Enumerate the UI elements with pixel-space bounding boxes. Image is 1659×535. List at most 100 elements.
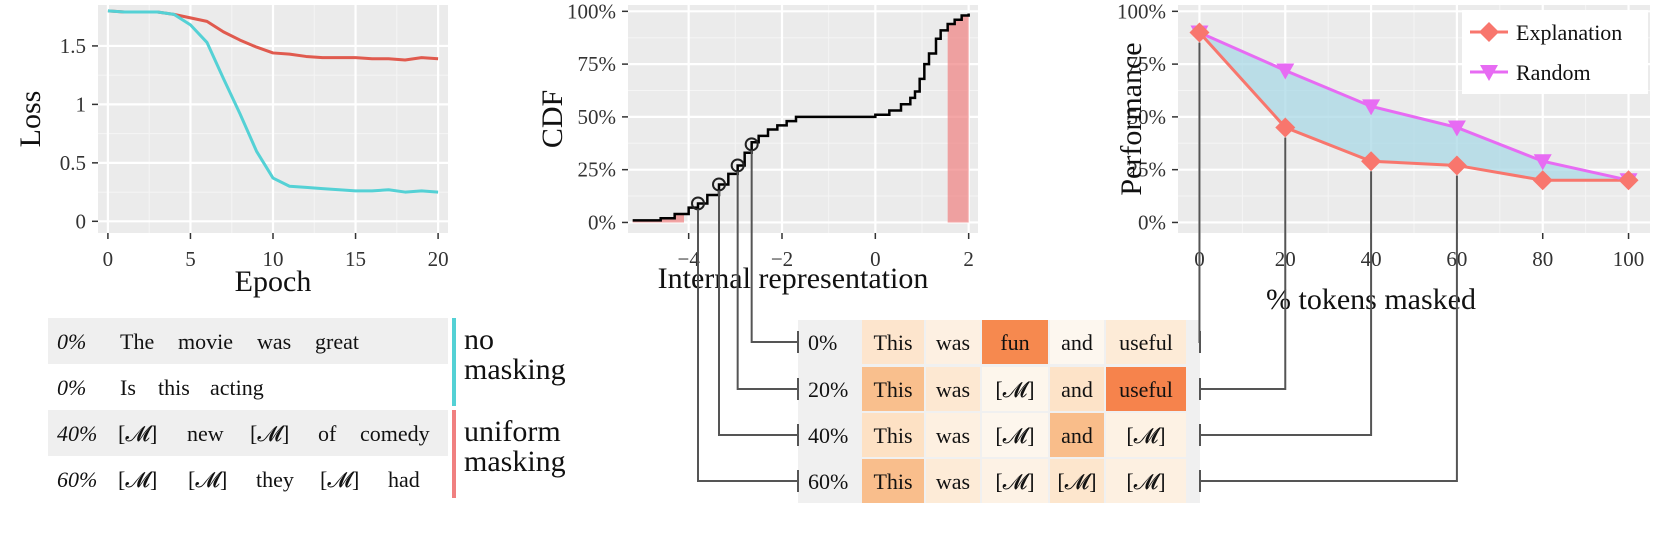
series-line-random (1198, 31, 1629, 182)
row-token: acting (210, 375, 264, 400)
row-token: This (873, 469, 912, 494)
connector-line (1200, 137, 1287, 390)
token-cell (862, 413, 924, 457)
table-row-shade (48, 410, 448, 456)
row-percent: 0% (808, 330, 837, 355)
x-tick-label: −4 (677, 247, 700, 271)
row-token: [𝓜] (995, 469, 1034, 494)
row-token: [𝓜] (1126, 469, 1165, 494)
row-token: fun (1000, 330, 1029, 355)
random-marker (1362, 99, 1381, 116)
row-token: This (873, 330, 912, 355)
row-token: great (315, 329, 359, 354)
cdf-step-line (632, 13, 970, 222)
y-tick-label: 0 (76, 209, 87, 233)
y-tick-label: 50% (578, 105, 617, 129)
explanation-marker (1532, 170, 1553, 191)
row-token: new (187, 421, 224, 446)
y-tick-label: 75% (1128, 52, 1167, 76)
row-token: useful (1119, 377, 1173, 402)
connector-line (697, 209, 798, 482)
row-token: of (318, 421, 337, 446)
token-cell (1050, 367, 1104, 411)
row-percent: 60% (808, 469, 848, 494)
y-tick-label: 25% (578, 158, 617, 182)
row-token: comedy (360, 421, 430, 446)
x-axis-title: Epoch (235, 265, 312, 298)
chart-panel-2: 0 20 40 60 80 1000%25%50%75%100%ExplanationRa… (1115, 0, 1650, 316)
row-percent: 40% (57, 421, 97, 446)
random-marker (1276, 63, 1295, 80)
token-cell (1106, 320, 1186, 364)
row-token: and (1061, 423, 1093, 448)
token-cell (1106, 367, 1186, 411)
legend: Explanation Random (1462, 10, 1648, 94)
y-tick-label: 0% (588, 210, 616, 234)
connector-line (718, 190, 798, 436)
row-token: and (1061, 330, 1093, 355)
table-row-shade (48, 318, 448, 364)
row-token: was (936, 377, 970, 402)
token-cell (1050, 320, 1104, 364)
y-tick-label: 100% (1117, 0, 1166, 23)
series-line-explanation (1198, 31, 1629, 182)
legend-label-explanation: Explanation (1516, 20, 1622, 45)
legend-label-random: Random (1516, 60, 1591, 85)
token-cell (982, 320, 1048, 364)
y-axis-title: Performance (1115, 42, 1148, 195)
token-cell (1106, 459, 1186, 503)
group-label: no (464, 323, 494, 356)
row-token: was (257, 329, 291, 354)
token-cell (982, 413, 1048, 457)
group-bar-0 (452, 318, 456, 406)
group-label: uniform (464, 415, 561, 448)
row-token: [𝓜] (118, 467, 157, 492)
chart-panel-0: 0 5 10 15 20 0 0.5 1 1.5 Epoch Loss (14, 5, 449, 298)
explanation-marker (1618, 170, 1639, 191)
row-token: and (1061, 377, 1093, 402)
group-label: masking (464, 353, 566, 386)
token-cell (982, 459, 1048, 503)
row-token: The (120, 329, 154, 354)
random-marker (1533, 154, 1552, 171)
group-label: masking (464, 445, 566, 478)
x-tick-label: 0 (103, 247, 114, 271)
row-token: [𝓜] (1057, 469, 1096, 494)
random-marker (1447, 120, 1466, 137)
explanation-marker (1446, 155, 1467, 176)
token-cell (1050, 413, 1104, 457)
row-token: was (936, 330, 970, 355)
row-percent: 20% (808, 377, 848, 402)
series-line-no-masking (107, 9, 439, 194)
y-axis-title: CDF (536, 90, 569, 148)
shaded-region (947, 13, 969, 223)
x-tick-label: 0 (870, 247, 881, 271)
row-token: Is (120, 375, 136, 400)
token-cell (982, 367, 1048, 411)
legend-triangle-icon (1480, 65, 1498, 81)
y-tick-label: 25% (1128, 158, 1167, 182)
token-cell (1106, 413, 1186, 457)
x-tick-label: 100 (1613, 247, 1645, 271)
row-token: [𝓜] (250, 421, 289, 446)
token-cell (926, 367, 980, 411)
explanation-marker (1189, 22, 1210, 43)
row-token: [𝓜] (995, 377, 1034, 402)
token-cell (862, 459, 924, 503)
y-tick-label: 50% (1128, 105, 1167, 129)
x-tick-label: 10 (263, 247, 284, 271)
x-tick-label: 2 (963, 247, 974, 271)
x-tick-label: 5 (185, 247, 196, 271)
group-bar-1 (452, 410, 456, 498)
row-percent: 0% (57, 375, 86, 400)
fill-between-area (1199, 32, 1629, 181)
row-token: was (936, 469, 970, 494)
token-cell (926, 459, 980, 503)
x-axis-title: Internal representation (658, 262, 929, 295)
y-tick-label: 100% (567, 0, 616, 23)
plot-background (628, 5, 978, 233)
row-token: this (158, 375, 190, 400)
connector-line (750, 150, 798, 343)
